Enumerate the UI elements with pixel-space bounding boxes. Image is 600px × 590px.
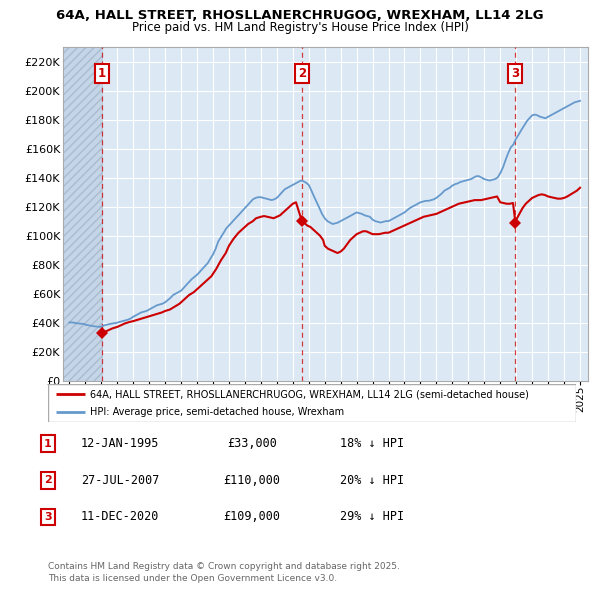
Text: 2: 2 bbox=[44, 476, 52, 485]
Text: 1: 1 bbox=[98, 67, 106, 80]
Text: Contains HM Land Registry data © Crown copyright and database right 2025.
This d: Contains HM Land Registry data © Crown c… bbox=[48, 562, 400, 583]
Text: 2: 2 bbox=[298, 67, 306, 80]
Text: 1: 1 bbox=[44, 439, 52, 448]
Text: 11-DEC-2020: 11-DEC-2020 bbox=[81, 510, 159, 523]
Text: 3: 3 bbox=[511, 67, 520, 80]
Bar bbox=[63, 47, 102, 381]
Text: 3: 3 bbox=[44, 512, 52, 522]
Text: £33,000: £33,000 bbox=[227, 437, 277, 450]
Text: 18% ↓ HPI: 18% ↓ HPI bbox=[340, 437, 404, 450]
Text: 64A, HALL STREET, RHOSLLANERCHRUGOG, WREXHAM, LL14 2LG (semi-detached house): 64A, HALL STREET, RHOSLLANERCHRUGOG, WRE… bbox=[90, 389, 529, 399]
Text: 27-JUL-2007: 27-JUL-2007 bbox=[81, 474, 159, 487]
Text: 20% ↓ HPI: 20% ↓ HPI bbox=[340, 474, 404, 487]
Text: 12-JAN-1995: 12-JAN-1995 bbox=[81, 437, 159, 450]
Text: HPI: Average price, semi-detached house, Wrexham: HPI: Average price, semi-detached house,… bbox=[90, 407, 344, 417]
Text: £109,000: £109,000 bbox=[223, 510, 281, 523]
Text: 29% ↓ HPI: 29% ↓ HPI bbox=[340, 510, 404, 523]
Text: £110,000: £110,000 bbox=[223, 474, 281, 487]
Text: 64A, HALL STREET, RHOSLLANERCHRUGOG, WREXHAM, LL14 2LG: 64A, HALL STREET, RHOSLLANERCHRUGOG, WRE… bbox=[56, 9, 544, 22]
Text: Price paid vs. HM Land Registry's House Price Index (HPI): Price paid vs. HM Land Registry's House … bbox=[131, 21, 469, 34]
